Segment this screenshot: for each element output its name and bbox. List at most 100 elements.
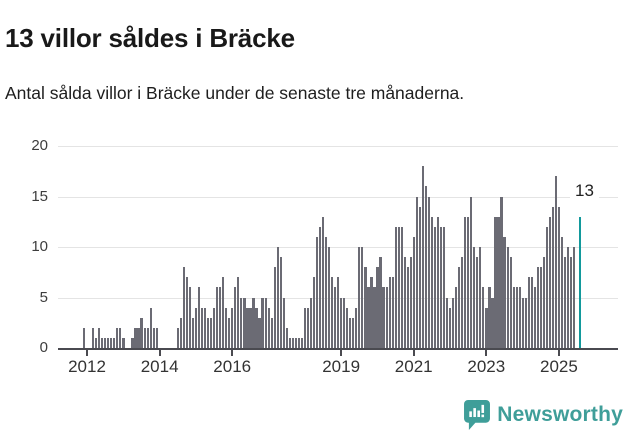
x-tick-mark-2021 xyxy=(412,350,415,356)
bar xyxy=(228,317,231,348)
bar xyxy=(152,327,155,348)
bar xyxy=(146,327,149,348)
bar xyxy=(334,287,337,348)
bar xyxy=(122,337,125,348)
bar xyxy=(352,317,355,348)
bar xyxy=(303,307,306,348)
bar xyxy=(306,307,310,348)
bar xyxy=(149,307,152,348)
bar xyxy=(406,267,409,348)
bar xyxy=(131,337,134,348)
bar xyxy=(288,337,291,348)
bar xyxy=(446,297,449,348)
bar xyxy=(321,216,325,348)
bar xyxy=(400,226,403,348)
bar xyxy=(243,297,246,348)
x-tick-mark-2016 xyxy=(231,350,234,356)
bar xyxy=(373,287,376,348)
newsworthy-branding: Newsworthy xyxy=(464,399,623,431)
bar xyxy=(300,337,303,348)
bar xyxy=(312,277,316,348)
bar xyxy=(539,267,542,348)
bar xyxy=(267,307,270,348)
bar xyxy=(470,196,473,348)
bar xyxy=(518,287,521,348)
bar xyxy=(285,327,288,348)
bar xyxy=(282,297,285,348)
bar xyxy=(191,317,195,348)
bar xyxy=(273,267,276,348)
bar xyxy=(545,226,548,348)
x-axis-ticks xyxy=(58,350,618,358)
bar xyxy=(570,257,573,348)
x-tick-mark-2012 xyxy=(86,350,89,356)
bar xyxy=(255,307,258,348)
bar xyxy=(194,307,198,348)
bar xyxy=(512,287,515,348)
highlight-value-annotation: 13 xyxy=(570,181,599,201)
bar xyxy=(497,216,500,348)
bar xyxy=(527,277,530,348)
bar xyxy=(442,226,446,348)
bar xyxy=(325,236,328,348)
bar xyxy=(521,297,524,348)
bar xyxy=(439,226,443,348)
bar xyxy=(291,337,294,348)
x-tick-label-2021: 2021 xyxy=(394,357,433,376)
bar xyxy=(424,186,427,348)
bar xyxy=(197,287,201,348)
bar xyxy=(494,216,497,348)
bar xyxy=(461,257,464,348)
bar xyxy=(488,287,491,348)
x-tick-mark-2023 xyxy=(485,350,488,356)
bar xyxy=(430,216,434,348)
x-tick-label-2019: 2019 xyxy=(322,357,361,376)
bar xyxy=(143,327,146,348)
bar xyxy=(551,206,555,348)
bar xyxy=(331,277,334,348)
bar xyxy=(403,257,406,348)
bar xyxy=(315,236,319,348)
bar xyxy=(503,236,506,348)
bar xyxy=(415,196,418,348)
bar xyxy=(397,226,400,348)
bar xyxy=(185,277,189,348)
bar xyxy=(385,287,388,348)
bar xyxy=(485,307,488,348)
y-tick-label-15: 15 xyxy=(31,187,48,205)
x-tick-label-2023: 2023 xyxy=(467,357,506,376)
bar xyxy=(349,317,352,348)
x-tick-label-2012: 2012 xyxy=(68,357,106,376)
bar xyxy=(436,216,440,348)
bar xyxy=(155,327,158,348)
bar xyxy=(533,287,536,348)
bar xyxy=(367,287,370,348)
bar xyxy=(509,257,512,348)
bar xyxy=(92,327,95,348)
bar xyxy=(309,297,313,348)
bar xyxy=(116,327,119,348)
bar xyxy=(279,257,282,348)
bar xyxy=(140,317,143,348)
bar xyxy=(179,317,182,348)
bar xyxy=(270,317,273,348)
bar xyxy=(252,297,255,348)
bar xyxy=(249,307,252,348)
bar xyxy=(491,297,494,348)
bar xyxy=(104,337,107,348)
x-tick-label-2016: 2016 xyxy=(213,357,252,376)
bar xyxy=(340,297,343,348)
bar xyxy=(364,267,367,348)
bar xyxy=(382,287,385,348)
bar xyxy=(225,307,228,348)
bar xyxy=(346,307,349,348)
bar xyxy=(560,236,564,348)
bar xyxy=(95,337,98,348)
bar xyxy=(464,216,467,348)
bar xyxy=(207,317,210,348)
bar xyxy=(355,307,358,348)
bar xyxy=(370,277,373,348)
bar xyxy=(264,297,267,348)
bar xyxy=(515,287,518,348)
bar xyxy=(343,297,346,348)
